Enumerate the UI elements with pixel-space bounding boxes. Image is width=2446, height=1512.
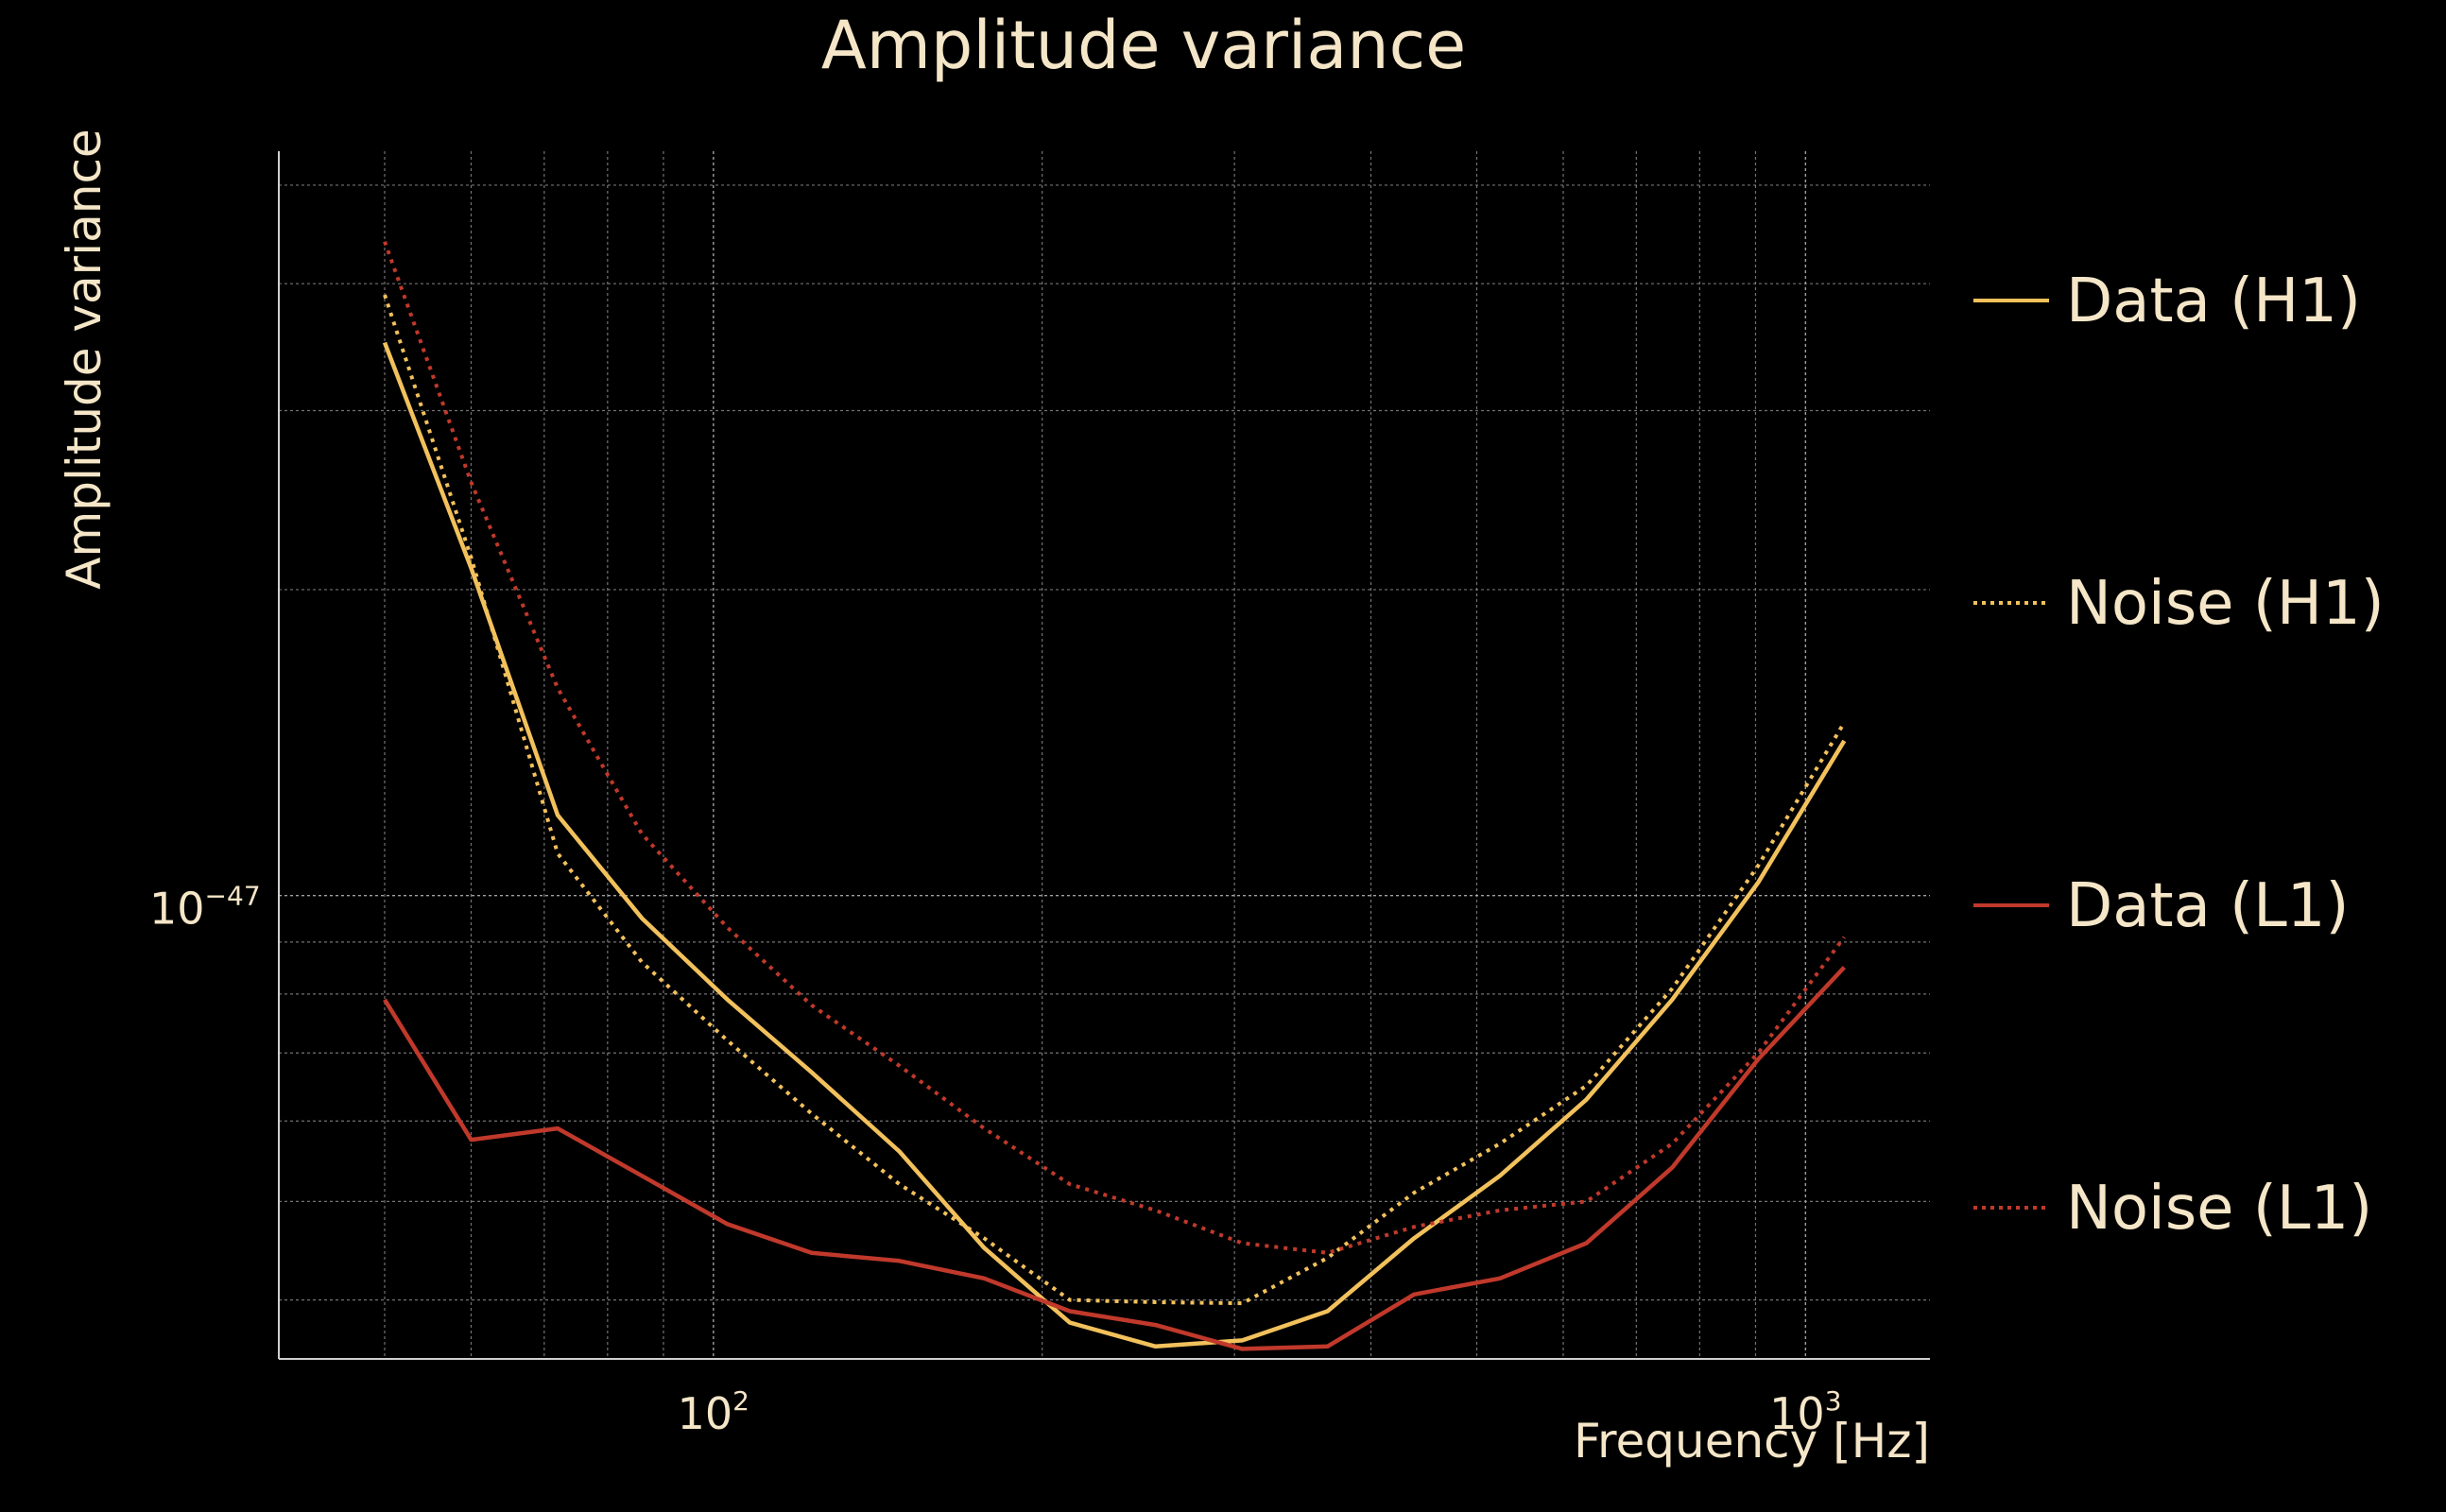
series-line-1 (382, 341, 1847, 1349)
x-axis-label: Frequency [Hz] (1574, 1414, 1930, 1469)
legend-entry-label: Data (L1) (2066, 871, 2349, 941)
x-tick-label: 103 (1769, 1385, 1841, 1439)
grid (278, 151, 1930, 1359)
series-line-4 (383, 241, 1846, 1255)
series-lines (382, 241, 1847, 1351)
legend-entry-label: Noise (H1) (2066, 569, 2385, 639)
series-line-3 (383, 966, 1846, 1351)
chart-title: Amplitude variance (821, 7, 1466, 84)
axes (278, 151, 1930, 1360)
series-line-2 (383, 294, 1847, 1306)
x-tick-label: 102 (678, 1385, 749, 1439)
legend-entry-label: Noise (L1) (2066, 1174, 2372, 1244)
tick-labels: 102 103 10−47 (149, 881, 1842, 1439)
legend-entry-label: Data (H1) (2066, 266, 2361, 336)
legend: Data (H1) Noise (H1) Data (L1) Noise (L1) (1973, 266, 2385, 1244)
y-axis-label: Amplitude variance (57, 129, 112, 589)
y-tick-label: 10−47 (149, 881, 261, 935)
